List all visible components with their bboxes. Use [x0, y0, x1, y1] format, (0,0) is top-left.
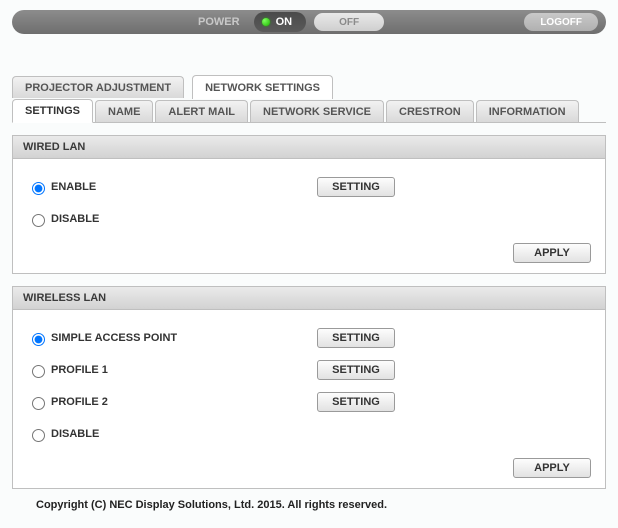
wireless-profile1-row: PROFILE 1 SETTING	[27, 354, 591, 386]
tab-projector-adjustment[interactable]: PROJECTOR ADJUSTMENT	[12, 76, 184, 98]
wireless-profile1-radio[interactable]	[32, 365, 45, 378]
wireless-profile2-radio[interactable]	[32, 397, 45, 410]
subtab-alert-mail[interactable]: ALERT MAIL	[155, 100, 248, 122]
subtab-label: NAME	[108, 106, 140, 118]
subtab-label: INFORMATION	[489, 106, 566, 118]
power-on-label: ON	[276, 16, 293, 28]
power-label: POWER	[198, 16, 240, 28]
panel-body: ENABLE SETTING DISABLE APPLY	[13, 159, 605, 273]
wireless-setting-button-2[interactable]: SETTING	[317, 360, 395, 380]
button-label: SETTING	[332, 332, 380, 344]
button-label: APPLY	[534, 247, 570, 259]
copyright-footer: Copyright (C) NEC Display Solutions, Ltd…	[36, 499, 606, 511]
wireless-simple-ap-radio[interactable]	[32, 333, 45, 346]
wired-setting-button[interactable]: SETTING	[317, 177, 395, 197]
wired-disable-radio[interactable]	[32, 214, 45, 227]
wired-lan-disable-row: DISABLE	[27, 203, 591, 235]
radio-label: DISABLE	[51, 428, 99, 440]
radio-label: PROFILE 2	[51, 396, 108, 408]
subtab-label: ALERT MAIL	[168, 106, 235, 118]
button-label: SETTING	[332, 364, 380, 376]
wireless-disable-row: DISABLE	[27, 418, 591, 450]
wired-lan-panel: WIRED LAN ENABLE SETTING DISABLE APPLY	[12, 135, 606, 274]
subtab-network-service[interactable]: NETWORK SERVICE	[250, 100, 384, 122]
button-label: SETTING	[332, 181, 380, 193]
tab-label: NETWORK SETTINGS	[205, 82, 320, 94]
radio-label: ENABLE	[51, 181, 96, 193]
subtab-crestron[interactable]: CRESTRON	[386, 100, 474, 122]
wireless-lan-panel: WIRELESS LAN SIMPLE ACCESS POINT SETTING…	[12, 286, 606, 489]
wired-apply-button[interactable]: APPLY	[513, 243, 591, 263]
power-off-label: OFF	[339, 17, 359, 28]
button-label: APPLY	[534, 462, 570, 474]
power-led-icon	[262, 18, 270, 26]
logoff-button[interactable]: LOGOFF	[524, 13, 598, 31]
wired-lan-enable-row: ENABLE SETTING	[27, 171, 591, 203]
sub-tabs: SETTINGS NAME ALERT MAIL NETWORK SERVICE…	[12, 98, 606, 123]
panel-title: WIRELESS LAN	[13, 287, 605, 310]
wired-enable-radio[interactable]	[32, 182, 45, 195]
wireless-simple-ap-row: SIMPLE ACCESS POINT SETTING	[27, 322, 591, 354]
button-label: SETTING	[332, 396, 380, 408]
subtab-label: SETTINGS	[25, 105, 80, 117]
wireless-profile2-row: PROFILE 2 SETTING	[27, 386, 591, 418]
tab-network-settings[interactable]: NETWORK SETTINGS	[192, 75, 333, 99]
subtab-information[interactable]: INFORMATION	[476, 100, 579, 122]
radio-label: PROFILE 1	[51, 364, 108, 376]
main-tabs: PROJECTOR ADJUSTMENT NETWORK SETTINGS	[12, 74, 606, 98]
subtab-label: NETWORK SERVICE	[263, 106, 371, 118]
wireless-setting-button-1[interactable]: SETTING	[317, 328, 395, 348]
subtab-settings[interactable]: SETTINGS	[12, 99, 93, 123]
panel-title: WIRED LAN	[13, 136, 605, 159]
power-off-button[interactable]: OFF	[314, 13, 384, 31]
panel-body: SIMPLE ACCESS POINT SETTING PROFILE 1 SE…	[13, 310, 605, 488]
subtab-name[interactable]: NAME	[95, 100, 153, 122]
radio-label: DISABLE	[51, 213, 99, 225]
top-bar: POWER ON OFF LOGOFF	[12, 10, 606, 34]
tab-label: PROJECTOR ADJUSTMENT	[25, 82, 171, 94]
wireless-apply-button[interactable]: APPLY	[513, 458, 591, 478]
radio-label: SIMPLE ACCESS POINT	[51, 332, 177, 344]
power-on-button[interactable]: ON	[254, 12, 307, 32]
subtab-label: CRESTRON	[399, 106, 461, 118]
wireless-setting-button-3[interactable]: SETTING	[317, 392, 395, 412]
logoff-label: LOGOFF	[540, 17, 582, 28]
wireless-disable-radio[interactable]	[32, 429, 45, 442]
